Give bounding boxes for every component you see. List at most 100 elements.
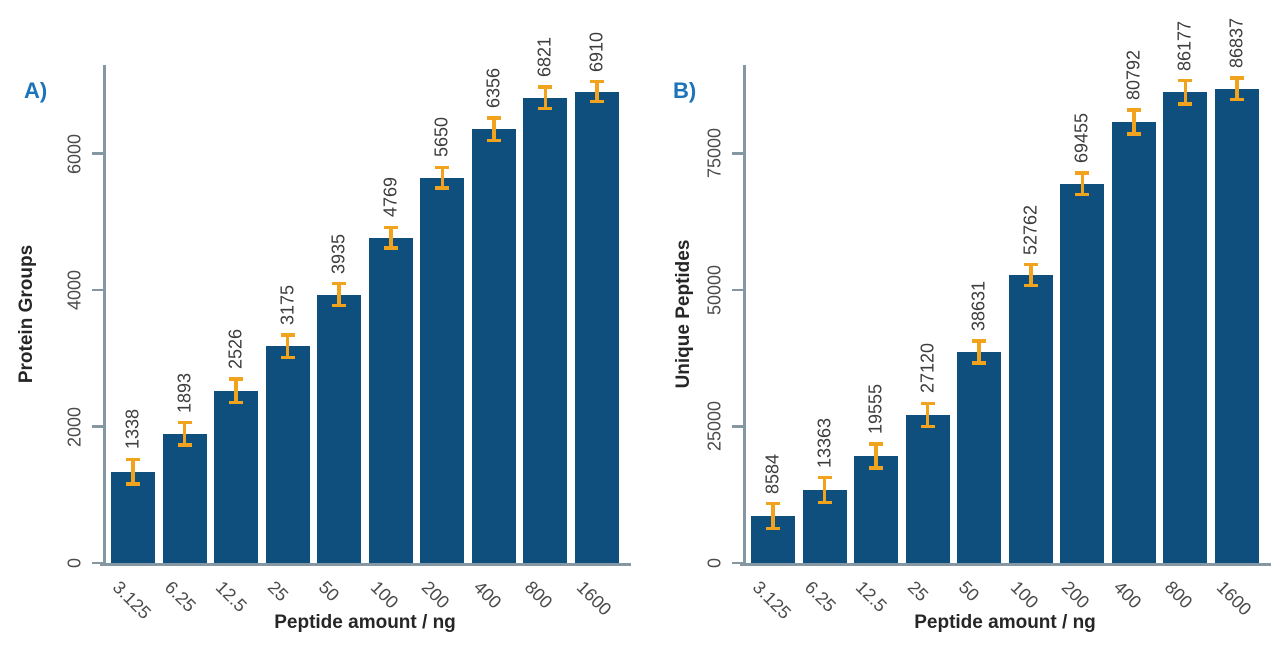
panel-a-y-tick-mark — [92, 561, 104, 565]
panel-a-x-tick-label: 6.25 — [160, 577, 200, 616]
panel-a-error-bar-cap-bottom — [383, 246, 398, 250]
panel-a-bar — [368, 237, 413, 563]
panel-b-error-bar-cap-bottom — [1075, 192, 1090, 197]
panel-b-bar — [905, 414, 950, 563]
panel-b-bar — [1060, 183, 1105, 563]
panel-b-y-axis-line — [743, 65, 746, 565]
panel-a: A) Protein Groups 0 2000 4000 6000 1338 3.125… — [16, 32, 631, 633]
panel-b-bar — [1215, 88, 1259, 563]
panel-a-error-bar — [131, 459, 135, 484]
panel-a-error-bar-cap-top — [383, 225, 398, 230]
panel-a-x-tick-label: 50 — [315, 577, 344, 606]
panel-a-y-tick-label: 6000 — [64, 133, 85, 174]
panel-b-bar-value-label: 38631 — [968, 280, 989, 331]
panel-a-error-bar-cap-top — [435, 165, 450, 170]
panel-a-error-bar-cap-bottom — [126, 482, 140, 486]
panel-b-bar — [854, 456, 899, 563]
panel-b-error-bar — [1183, 80, 1188, 105]
panel-b-error-bar-cap-top — [766, 501, 780, 506]
panel-b-error-bar-cap-bottom — [1178, 102, 1193, 106]
panel-b-bar-value-label: 80792 — [1123, 49, 1144, 100]
panel-b-x-tick-label: 200 — [1058, 577, 1094, 613]
panel-a-error-bar-cap-top — [229, 377, 244, 381]
panel-a-bar — [111, 471, 155, 563]
panel-b-y-tick-mark — [732, 288, 744, 292]
panel-b-bar-value-label: 13363 — [814, 417, 835, 468]
panel-b-y-tick-label: 75000 — [704, 128, 725, 179]
panel-a-error-bar — [595, 81, 599, 102]
panel-b-error-bar-cap-bottom — [1126, 132, 1141, 136]
panel-b-error-bar-cap-top — [1230, 76, 1244, 80]
panel-b-y-tick-label: 50000 — [704, 264, 725, 315]
panel-a-error-bar-cap-bottom — [538, 106, 553, 110]
panel-a-error-bar-cap-bottom — [229, 400, 244, 405]
panel-a-error-bar-cap-top — [538, 85, 553, 89]
panel-b-y-tick-mark — [732, 152, 744, 155]
panel-a-error-bar — [492, 118, 496, 141]
panel-a-error-bar-cap-bottom — [177, 443, 192, 447]
panel-a-x-tick-label: 800 — [521, 577, 557, 613]
panel-b-error-bar — [1235, 77, 1239, 100]
panel-a-x-tick-label: 12.5 — [211, 577, 251, 616]
panel-a-bar — [471, 129, 516, 563]
panel-a-y-axis-line — [103, 65, 106, 565]
panel-b-bar — [1111, 121, 1156, 563]
panel-b-error-bar — [771, 503, 775, 529]
panel-b-error-bar-cap-top — [1075, 171, 1090, 175]
panel-b-x-axis-line — [740, 563, 1271, 566]
panel-a-error-bar-cap-top — [486, 116, 501, 120]
panel-a-error-bar — [543, 87, 548, 109]
panel-b-y-tick-mark — [732, 561, 744, 565]
panel-b-y-tick-mark — [732, 425, 744, 428]
panel-a-x-tick-label: 200 — [418, 577, 454, 613]
panel-b-bar-value-label: 52762 — [1020, 204, 1041, 255]
panel-a-bar — [317, 294, 362, 563]
panel-a-error-bar-cap-bottom — [435, 186, 450, 190]
panel-a-x-tick-label: 25 — [263, 577, 292, 606]
panel-b-error-bar — [977, 340, 981, 364]
panel-b-error-bar-cap-top — [817, 475, 832, 480]
panel-a-bar-value-label: 6821 — [534, 37, 555, 78]
panel-a-bar — [162, 433, 207, 563]
panel-b-y-axis-title: Unique Peptides — [673, 239, 694, 389]
panel-b-bar-value-label: 27120 — [917, 343, 938, 394]
panel-b-bar — [957, 352, 1002, 563]
panel-a-y-axis-title: Protein Groups — [16, 244, 37, 384]
panel-b-error-bar-cap-top — [920, 401, 935, 406]
panel-a-plot-area: 0 2000 4000 6000 1338 3.125 1893 6.25 2526 12.5 31… — [65, 32, 631, 623]
panel-a-x-axis-title: Peptide amount / ng — [274, 612, 456, 633]
panel-b-x-tick-label: 12.5 — [851, 577, 891, 616]
panel-a-error-bar-cap-bottom — [486, 138, 501, 143]
panel-a-bar-value-label: 1893 — [174, 372, 195, 413]
panel-a-error-bar-cap-top — [126, 457, 140, 462]
panel-a-error-bar-cap-top — [177, 420, 192, 425]
panel-a-error-bar — [389, 227, 393, 248]
panel-b-bar-value-label: 86177 — [1174, 20, 1195, 71]
panel-a-bar — [214, 390, 259, 563]
panel-b-bar — [1008, 274, 1053, 563]
panel-b-bar-value-label: 8584 — [762, 453, 783, 494]
panel-a-y-tick-label: 2000 — [64, 406, 85, 447]
panel-b-error-bar-cap-top — [1126, 108, 1141, 112]
panel-a-bar-value-label: 2526 — [225, 329, 246, 370]
panel-a-error-bar — [337, 283, 341, 306]
panel-a-x-axis-line — [100, 563, 631, 566]
panel-b-error-bar — [1080, 172, 1085, 195]
panel-a-y-tick-mark — [92, 288, 104, 292]
panel-b-x-axis-title: Peptide amount / ng — [914, 612, 1096, 633]
panel-a-error-bar-cap-top — [590, 79, 604, 84]
panel-a-bar-value-label: 1338 — [122, 409, 143, 450]
panel-b-bar-value-label: 19555 — [865, 384, 886, 435]
panel-a-y-tick-label: 4000 — [64, 270, 85, 311]
panel-a-bar — [575, 91, 619, 563]
panel-b-y-tick-label: 25000 — [704, 401, 725, 452]
panel-a-error-bar — [234, 379, 238, 403]
panel-b-error-bar-cap-top — [869, 442, 884, 446]
panel-b-error-bar — [822, 477, 827, 503]
panel-b-x-tick-label: 800 — [1161, 577, 1197, 613]
panel-b-x-tick-label: 6.25 — [800, 577, 840, 616]
panel-a-y-tick-label: 0 — [64, 557, 85, 569]
panel-a-bar-value-label: 5650 — [431, 117, 452, 158]
panel-b-error-bar-cap-bottom — [920, 424, 935, 429]
panel-b-plot-area: 0 25000 50000 75000 8584 3.125 13363 6.25 19555 1… — [705, 18, 1271, 623]
